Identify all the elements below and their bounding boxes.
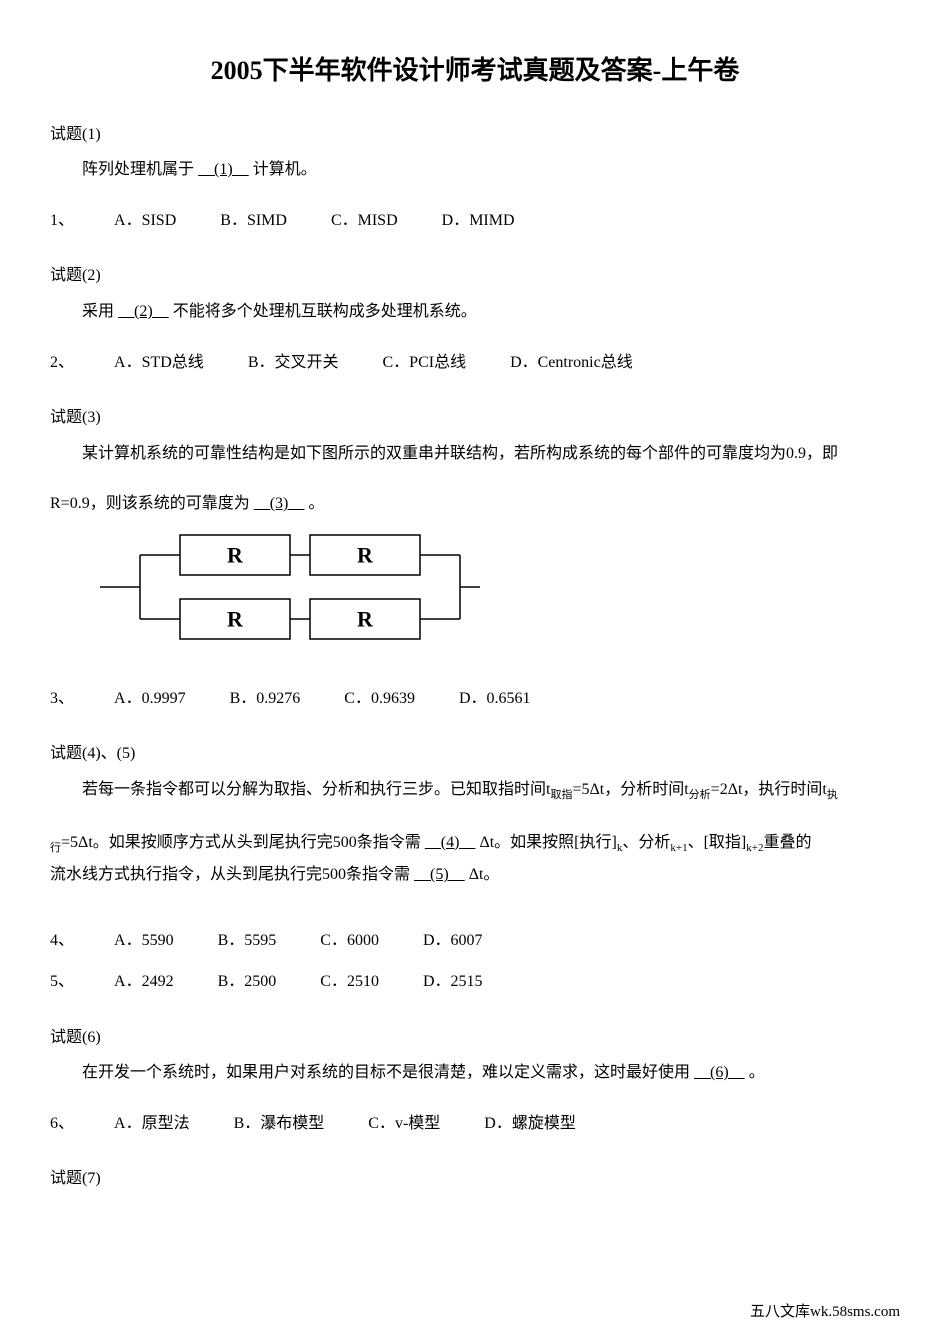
q45-sub-k1: k+1 [670, 842, 687, 854]
q3-blank: (3) [250, 495, 309, 512]
q45-l2-p3: 、分析 [622, 834, 670, 851]
q2-header: 试题(2) [50, 263, 900, 289]
q3-options: 3、 A．0.9997 B．0.9276 C．0.9639 D．0.6561 [50, 686, 900, 712]
q5-opt-num: 5、 [50, 969, 74, 995]
q4-opt-a: A．5590 [114, 928, 174, 954]
q45-l1-p2: =5Δt，分析时间t [572, 781, 688, 798]
q5-opt-c: C．2510 [320, 969, 379, 995]
q45-blank5: (5) [410, 866, 469, 883]
q2-opt-d: D．Centronic总线 [510, 350, 633, 376]
q1-body-prefix: 阵列处理机属于 [82, 161, 194, 178]
q45-body-line3: 流水线方式执行指令，从头到尾执行完500条指令需 (5) Δt。 [50, 862, 900, 888]
q45-sub2: 分析 [689, 789, 711, 801]
q6-body: 在开发一个系统时，如果用户对系统的目标不是很清楚，难以定义需求，这时最好使用 (… [50, 1060, 900, 1086]
q45-l3-p1: 流水线方式执行指令，从头到尾执行完500条指令需 [50, 866, 410, 883]
q6-body-prefix: 在开发一个系统时，如果用户对系统的目标不是很清楚，难以定义需求，这时最好使用 [82, 1064, 690, 1081]
q1-opt-b: B．SIMD [220, 208, 287, 234]
q1-opt-a: A．SISD [114, 208, 176, 234]
q2-options: 2、 A．STD总线 B．交叉开关 C．PCI总线 D．Centronic总线 [50, 350, 900, 376]
q3-opt-b: B．0.9276 [230, 686, 301, 712]
q6-opt-d: D．螺旋模型 [484, 1111, 576, 1137]
q45-body-line2: 行=5Δt。如果按顺序方式从头到尾执行完500条指令需 (4) Δt。如果按照[… [50, 830, 900, 858]
q5-opt-b: B．2500 [218, 969, 277, 995]
q3-opt-d: D．0.6561 [459, 686, 531, 712]
q2-blank: (2) [114, 303, 173, 320]
svg-text:R: R [227, 542, 244, 567]
q3-opt-num: 3、 [50, 686, 74, 712]
q45-l1-p3: =2Δt，执行时间t [711, 781, 827, 798]
reliability-diagram-svg: R R R R [100, 527, 480, 647]
q2-body-prefix: 采用 [82, 303, 114, 320]
footer-text: 五八文库wk.58sms.com [750, 1300, 900, 1324]
svg-text:R: R [227, 606, 244, 631]
q2-opt-b: B．交叉开关 [248, 350, 339, 376]
q3-body: 某计算机系统的可靠性结构是如下图所示的双重串并联结构，若所构成系统的每个部件的可… [50, 441, 900, 467]
q45-header: 试题(4)、(5) [50, 741, 900, 767]
q5-opt-d: D．2515 [423, 969, 483, 995]
q45-sub3: 执 [827, 789, 838, 801]
q6-opt-num: 6、 [50, 1111, 74, 1137]
q1-blank: (1) [194, 161, 253, 178]
q2-body: 采用 (2) 不能将多个处理机互联构成多处理机系统。 [50, 299, 900, 325]
q6-opt-b: B．瀑布模型 [234, 1111, 325, 1137]
q45-l2-p4: 、[取指] [688, 834, 747, 851]
q45-l2-p2: Δt。如果按照[执行] [479, 834, 616, 851]
q7-header: 试题(7) [50, 1166, 900, 1192]
q45-sub-k2: k+2 [746, 842, 763, 854]
svg-text:R: R [357, 606, 374, 631]
q1-opt-num: 1、 [50, 208, 74, 234]
q45-l3-p2: Δt。 [469, 866, 500, 883]
q45-l2-p1: =5Δt。如果按顺序方式从头到尾执行完500条指令需 [61, 834, 421, 851]
q5-opt-a: A．2492 [114, 969, 174, 995]
q1-opt-c: C．MISD [331, 208, 398, 234]
q1-opt-d: D．MIMD [442, 208, 515, 234]
q1-body: 阵列处理机属于 (1) 计算机。 [50, 157, 900, 183]
q2-opt-a: A．STD总线 [114, 350, 204, 376]
q4-opt-d: D．6007 [423, 928, 483, 954]
q4-opt-c: C．6000 [320, 928, 379, 954]
page-title: 2005下半年软件设计师考试真题及答案-上午卷 [50, 50, 900, 92]
q3-body-line2-suffix: 。 [308, 495, 324, 512]
q3-opt-a: A．0.9997 [114, 686, 186, 712]
q2-opt-num: 2、 [50, 350, 74, 376]
svg-text:R: R [357, 542, 374, 567]
q3-body-line2-prefix: R=0.9，则该系统的可靠度为 [50, 495, 250, 512]
q6-body-suffix: 。 [749, 1064, 765, 1081]
q6-header: 试题(6) [50, 1025, 900, 1051]
q5-options: 5、 A．2492 B．2500 C．2510 D．2515 [50, 969, 900, 995]
q3-opt-c: C．0.9639 [344, 686, 415, 712]
q2-opt-c: C．PCI总线 [383, 350, 467, 376]
q3-body-line1: 某计算机系统的可靠性结构是如下图所示的双重串并联结构，若所构成系统的每个部件的可… [82, 445, 838, 462]
q4-options: 4、 A．5590 B．5595 C．6000 D．6007 [50, 928, 900, 954]
q6-options: 6、 A．原型法 B．瀑布模型 C．v-模型 D．螺旋模型 [50, 1111, 900, 1137]
q3-body-line2: R=0.9，则该系统的可靠度为 (3) 。 [50, 491, 900, 517]
q1-body-suffix: 计算机。 [253, 161, 317, 178]
q6-opt-a: A．原型法 [114, 1111, 190, 1137]
q4-opt-num: 4、 [50, 928, 74, 954]
q6-blank: (6) [690, 1064, 749, 1081]
q45-body-line1: 若每一条指令都可以分解为取指、分析和执行三步。已知取指时间t取指=5Δt，分析时… [50, 777, 900, 805]
q3-diagram: R R R R [100, 527, 900, 656]
q45-sub1: 取指 [550, 789, 572, 801]
q3-header: 试题(3) [50, 405, 900, 431]
q1-header: 试题(1) [50, 122, 900, 148]
q45-l2-p5: 重叠的 [763, 834, 811, 851]
q2-body-suffix: 不能将多个处理机互联构成多处理机系统。 [173, 303, 477, 320]
q1-options: 1、 A．SISD B．SIMD C．MISD D．MIMD [50, 208, 900, 234]
q45-blank4: (4) [421, 834, 480, 851]
q6-opt-c: C．v-模型 [368, 1111, 440, 1137]
q45-l2-sub: 行 [50, 842, 61, 854]
q45-l1-p1: 若每一条指令都可以分解为取指、分析和执行三步。已知取指时间t [82, 781, 550, 798]
q4-opt-b: B．5595 [218, 928, 277, 954]
